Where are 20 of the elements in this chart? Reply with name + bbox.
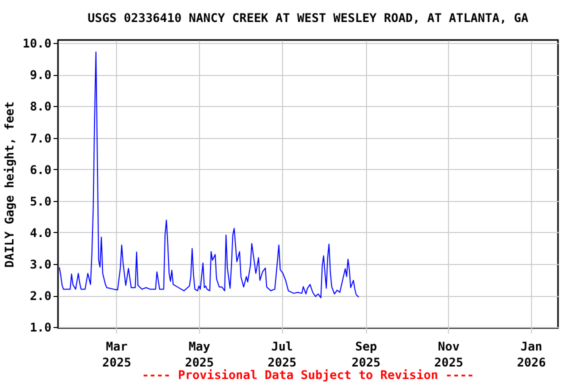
y-tick-label: 8.0 — [30, 100, 52, 114]
x-tick-label: May 2025 — [184, 340, 214, 370]
chart-title: USGS 02336410 NANCY CREEK AT WEST WESLEY ROAD, AT ATLANTA, GA — [88, 11, 530, 26]
y-tick-label: 2.0 — [30, 289, 52, 304]
y-tick-label: 1.0 — [30, 320, 52, 335]
y-tick-label: 6.0 — [30, 162, 52, 177]
y-tick-label: 4.0 — [30, 226, 52, 240]
y-axis-title: DAILY Gage height, feet — [2, 101, 17, 268]
y-tick-label: 10.0 — [22, 36, 52, 51]
line-series — [58, 51, 360, 298]
y-tick-label: 3.0 — [30, 257, 52, 272]
y-tick-label: 9.0 — [30, 68, 52, 82]
x-tick-label: Sep 2025 — [352, 340, 381, 370]
x-tick-label: Jan 2026 — [516, 340, 546, 370]
y-tick-label: 7.0 — [30, 131, 52, 146]
text: ---- Provisional Data Subject to Revision ---- — [142, 368, 474, 382]
x-tick-label: Mar 2025 — [102, 340, 132, 370]
y-tick-label: 5.0 — [30, 194, 52, 208]
x-tick-label: Jul 2025 — [268, 340, 297, 370]
x-tick-label: Nov 2025 — [434, 340, 464, 370]
